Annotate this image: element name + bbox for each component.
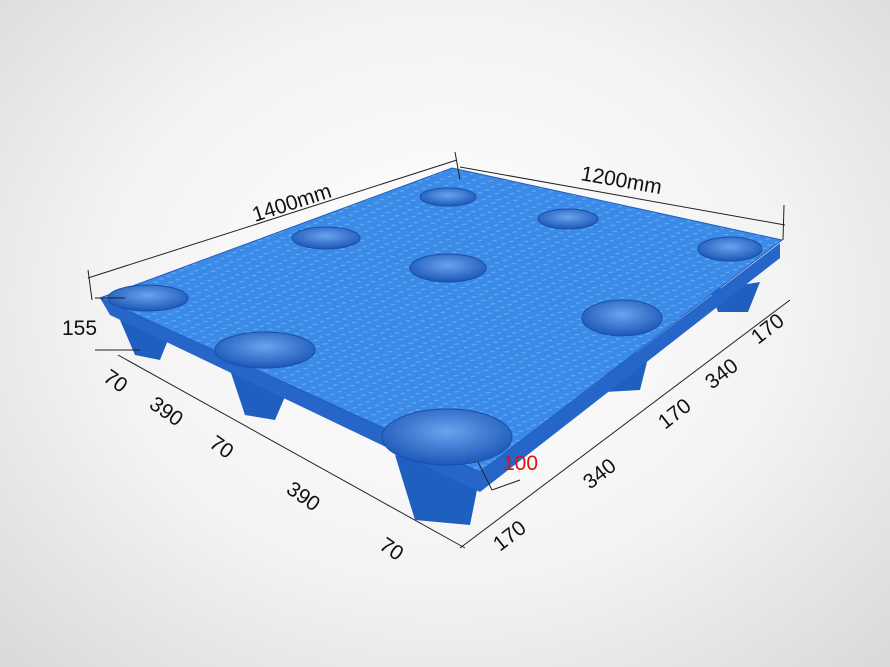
foot-height-label: 100 xyxy=(503,452,538,475)
width-segment-2: 340 xyxy=(579,454,621,494)
height-label: 155 xyxy=(62,317,97,340)
width-segment-4: 340 xyxy=(701,354,743,394)
dimension-lines xyxy=(87,151,791,549)
width-segment-3: 170 xyxy=(654,394,696,434)
length-segment-1: 70 xyxy=(99,365,131,397)
width-segment-1: 170 xyxy=(489,516,531,556)
pallet-side xyxy=(100,243,780,492)
length-segment-4: 390 xyxy=(282,477,324,516)
width-segment-5: 170 xyxy=(747,309,789,349)
width-label: 1200mm xyxy=(579,162,663,199)
length-segment-2: 390 xyxy=(145,392,187,431)
pallet-holes xyxy=(107,187,763,466)
length-segment-5: 70 xyxy=(375,533,407,565)
pallet-top xyxy=(98,167,784,473)
length-segment-3: 70 xyxy=(205,431,237,463)
